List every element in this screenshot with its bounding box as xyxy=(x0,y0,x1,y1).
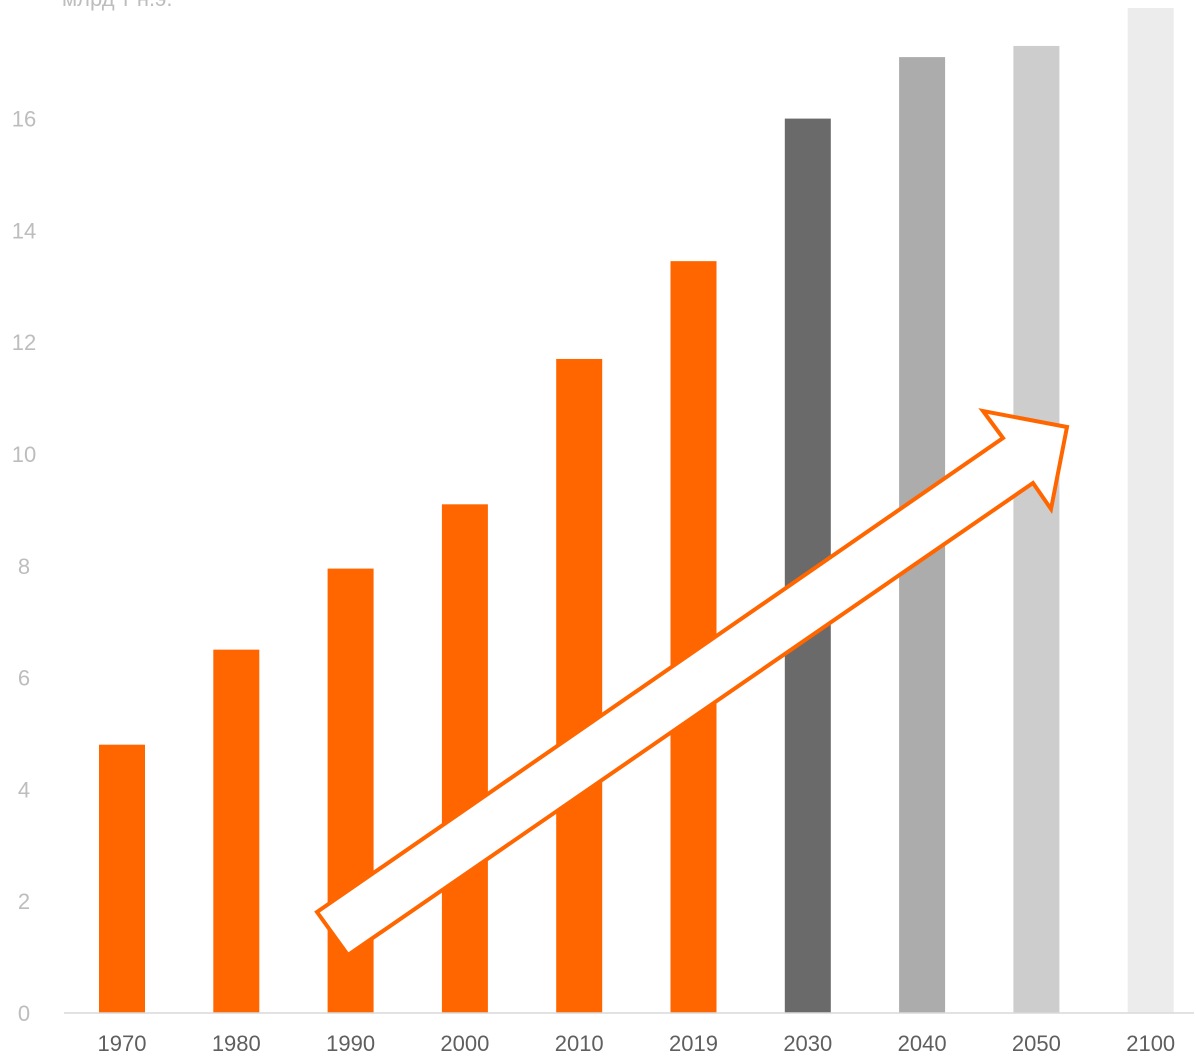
y-tick-label: 8 xyxy=(18,554,30,579)
bar-1980 xyxy=(213,649,260,1013)
bar-2000 xyxy=(441,504,488,1013)
x-tick-label: 2050 xyxy=(1012,1031,1061,1056)
y-tick-label: 2 xyxy=(18,889,30,914)
y-axis-ticks: 0 2 4 6 8 10 12 14 16 xyxy=(12,107,36,1026)
bar-2050 xyxy=(1013,45,1060,1014)
y-tick-label: 6 xyxy=(18,666,30,691)
x-tick-label: 1980 xyxy=(212,1031,261,1056)
y-tick-label: 0 xyxy=(18,1001,30,1026)
x-tick-label: 2000 xyxy=(440,1031,489,1056)
bar-2019 xyxy=(670,261,717,1013)
bar-2100 xyxy=(1127,8,1174,1013)
x-tick-label: 2040 xyxy=(898,1031,947,1056)
y-tick-label: 4 xyxy=(18,777,30,802)
x-tick-label: 1990 xyxy=(326,1031,375,1056)
x-axis-ticks: 1970 1980 1990 2000 2010 2019 2030 2040 2050 2100 xyxy=(98,1031,1176,1056)
y-tick-label: 16 xyxy=(12,107,36,132)
trend-arrow-annotation xyxy=(314,408,1070,958)
bar-1970 xyxy=(99,744,145,1013)
y-axis-unit-label: млрд т н.э. xyxy=(62,0,172,12)
x-tick-label: 1970 xyxy=(98,1031,147,1056)
x-tick-label: 2030 xyxy=(783,1031,832,1056)
y-tick-label: 12 xyxy=(12,330,36,355)
x-tick-label: 2100 xyxy=(1126,1031,1175,1056)
x-tick-label: 2019 xyxy=(669,1031,718,1056)
y-tick-label: 10 xyxy=(12,442,36,467)
x-tick-label: 2010 xyxy=(555,1031,604,1056)
y-tick-label: 14 xyxy=(12,218,36,243)
bars xyxy=(99,8,1174,1014)
bar-2010 xyxy=(556,358,603,1014)
